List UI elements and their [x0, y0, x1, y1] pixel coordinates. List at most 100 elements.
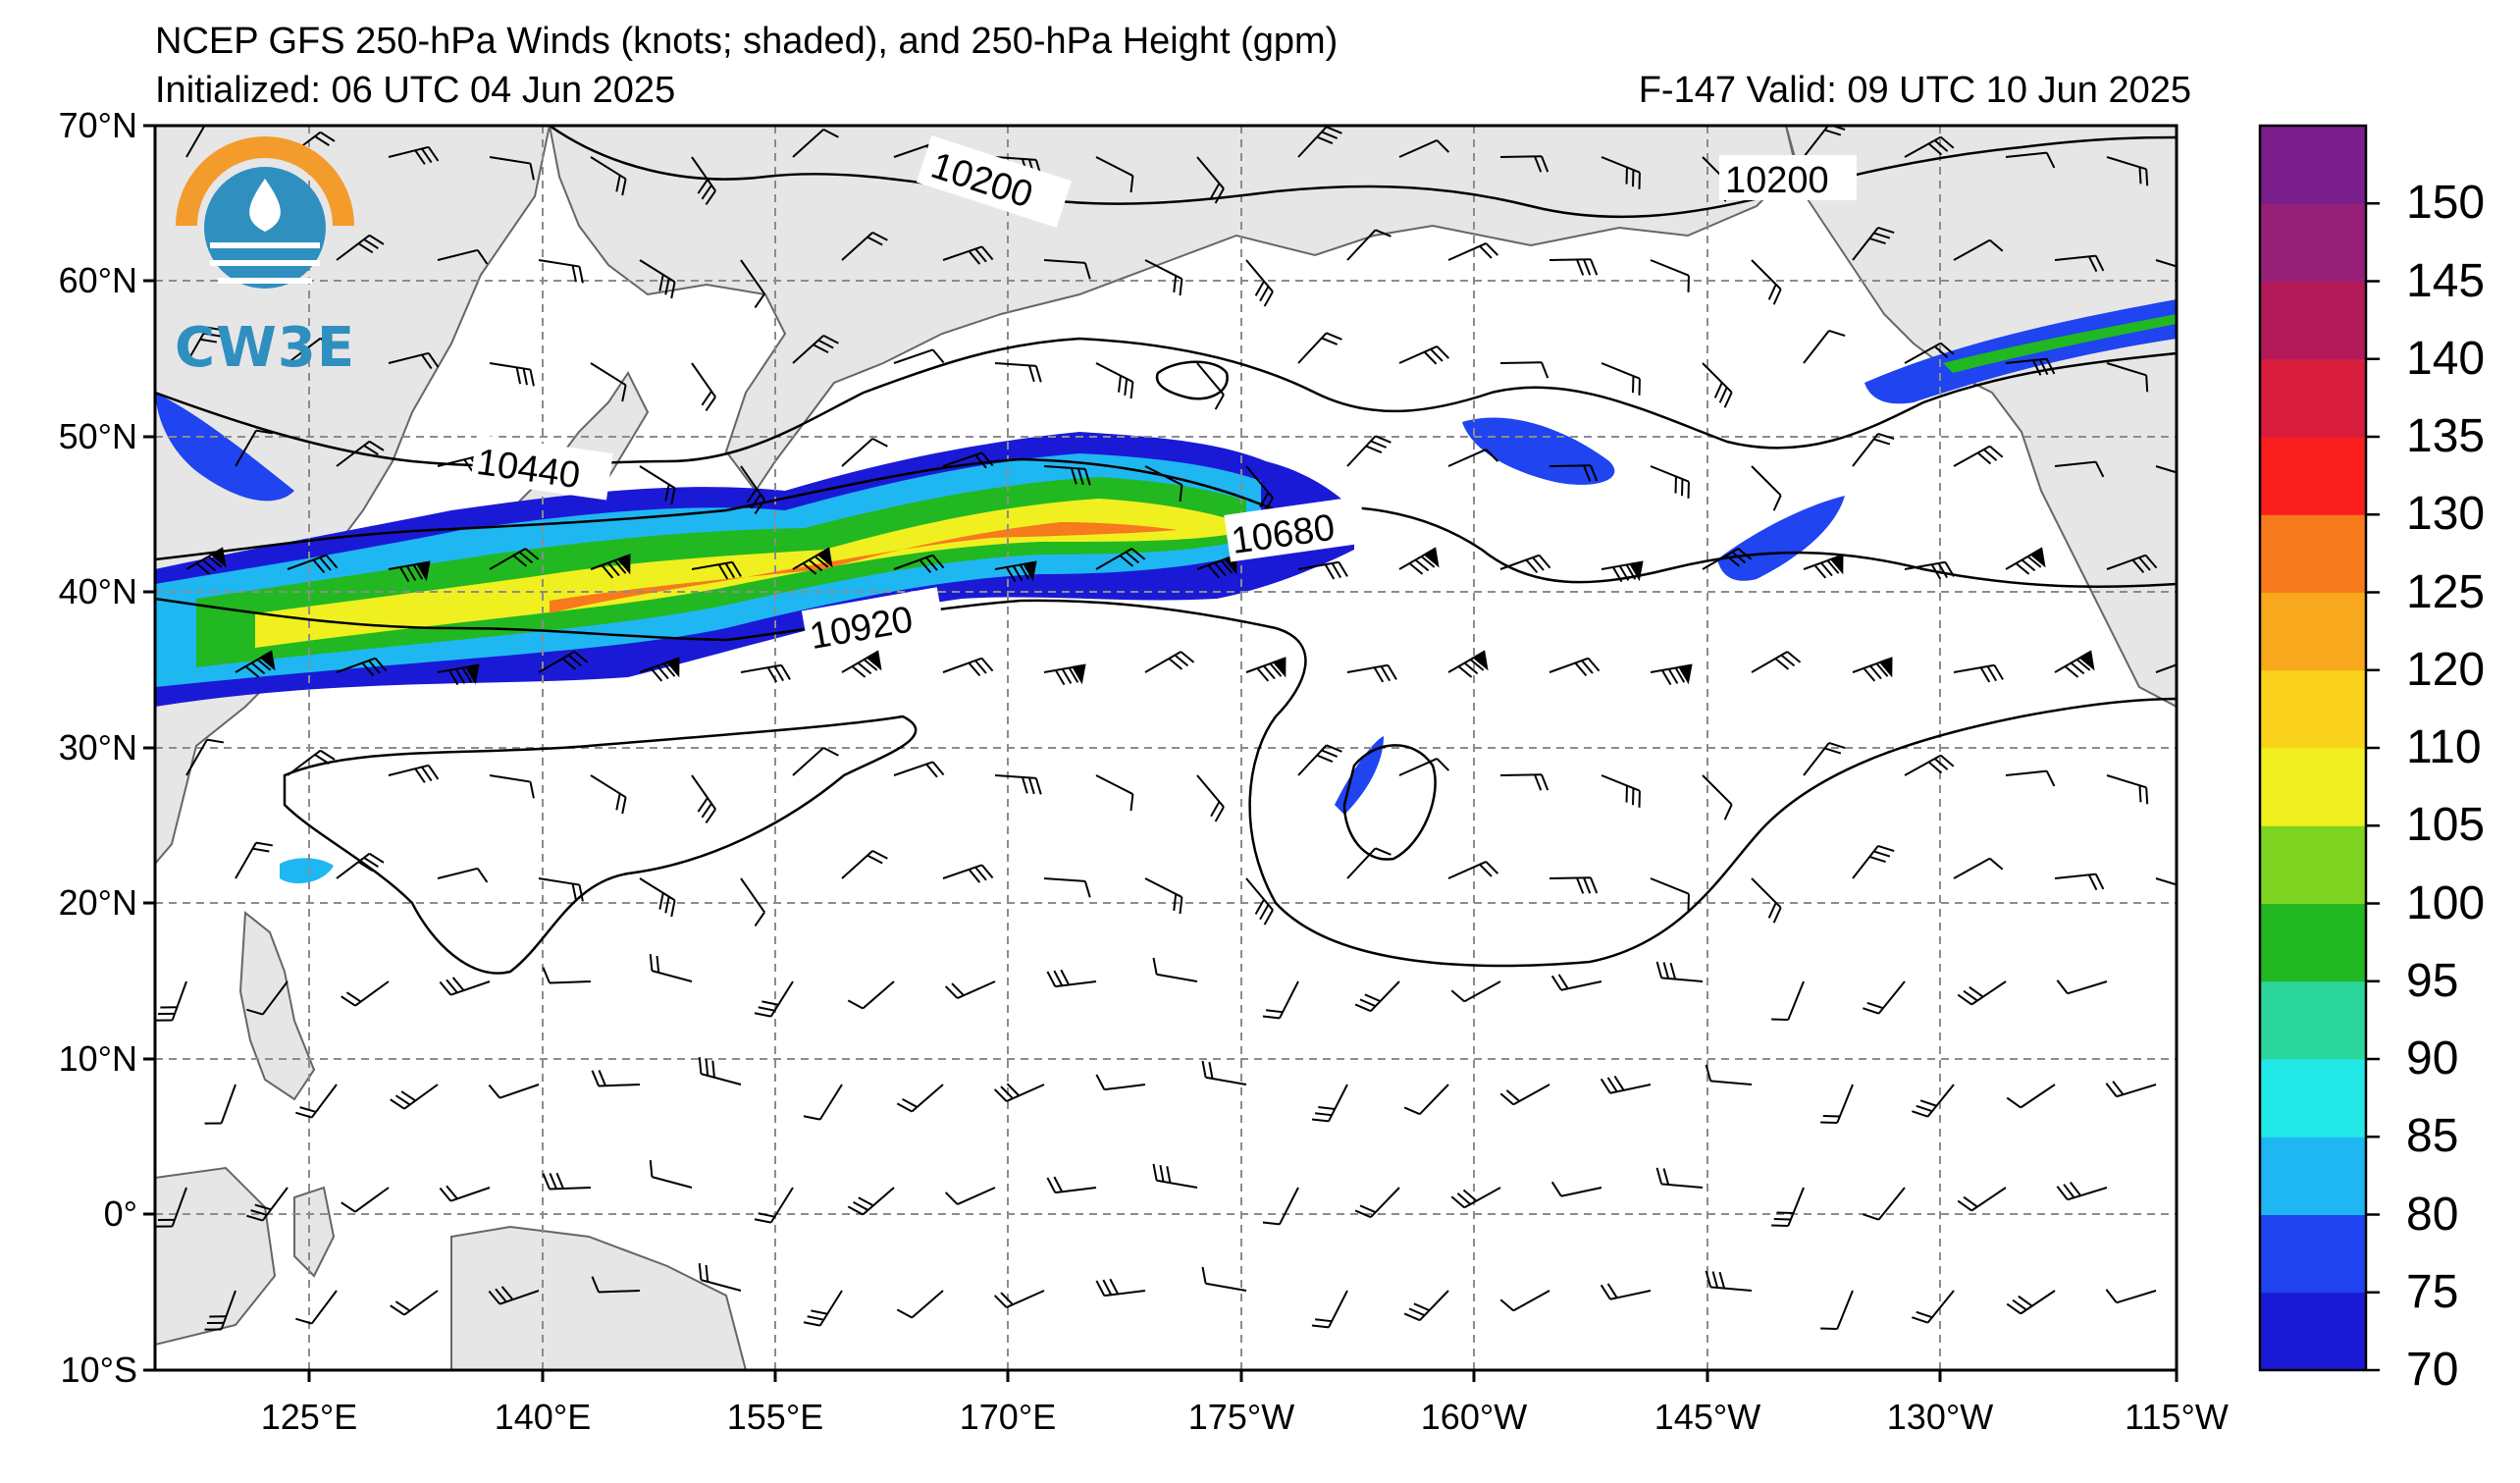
wind-barb [287, 749, 336, 776]
colorbar [2260, 126, 2380, 1372]
wind-barb [993, 1083, 1045, 1102]
wind-barb [388, 351, 440, 370]
colorbar-tick-label: 125 [2406, 565, 2486, 618]
wind-barb [590, 156, 627, 196]
wind-barb [1904, 135, 1955, 158]
wind-barb [803, 1290, 843, 1327]
wind-barb [1152, 957, 1198, 982]
colorbar-tick-label: 135 [2406, 410, 2486, 462]
wind-barb [1751, 259, 1782, 305]
wind-barb [740, 465, 765, 515]
lon-label-160w: 160°W [1420, 1397, 1528, 1437]
lat-label-30n: 30°N [58, 727, 137, 768]
wind-barb [754, 1187, 794, 1224]
valid-time: F-147 Valid: 09 UTC 10 Jun 2025 [1638, 70, 2191, 111]
wind-barb [1601, 774, 1641, 808]
wind-barb [1550, 1181, 1602, 1197]
colorbar-segment [2260, 1214, 2366, 1294]
wind-barb [489, 362, 535, 387]
wind-barb [893, 554, 945, 574]
wind-barb [2005, 151, 2056, 169]
initialized-time: Initialized: 06 UTC 04 Jun 2025 [155, 70, 676, 111]
wind-barb [754, 980, 794, 1018]
wind-barb [1601, 560, 1644, 583]
wind-barb [1912, 1084, 1955, 1118]
wind-barb [1095, 156, 1134, 193]
contour-subtropical-high [283, 715, 918, 975]
wind-barb [1354, 1187, 1400, 1219]
wind-barb [2105, 1081, 2157, 1098]
wind-barb [1354, 980, 1400, 1013]
wind-barb [437, 248, 489, 265]
colorbar-tick-label: 95 [2406, 954, 2459, 1007]
contour-label-bg-10920 [801, 587, 946, 658]
wind-barb [1447, 242, 1499, 261]
wind-barb [1751, 465, 1782, 511]
wind-barb [1245, 657, 1286, 682]
colorbar-tick-label: 70 [2406, 1344, 2459, 1396]
wind-barb [1144, 259, 1183, 296]
wind-barb [1650, 465, 1690, 499]
wind-barb [1095, 1278, 1146, 1298]
jet-blob-mid [1717, 496, 1845, 581]
wind-barb [944, 1187, 996, 1205]
wind-barb [538, 651, 589, 673]
wind-barb [1450, 980, 1501, 1003]
wind-barb [1398, 547, 1440, 575]
wind-barb [1447, 449, 1499, 467]
colorbar-tick-label: 75 [2406, 1265, 2459, 1318]
wind-barb [896, 1084, 944, 1113]
lon-label-130w: 130°W [1886, 1397, 1994, 1437]
lat-label-10n: 10°N [58, 1038, 137, 1079]
wind-barb [1311, 1084, 1348, 1123]
wind-barb [691, 156, 716, 206]
wind-barb [1549, 258, 1599, 276]
lat-label-50n: 50°N [58, 416, 137, 456]
jet-blob-north [1462, 417, 1615, 485]
wind-barb [388, 560, 431, 583]
wind-barb [295, 1290, 338, 1325]
wind-barb [841, 438, 888, 467]
wind-barb [590, 774, 627, 815]
wind-barb [287, 554, 339, 574]
wind-barb [1549, 464, 1599, 482]
wind-barb [2005, 357, 2056, 376]
wind-barb [1245, 259, 1274, 307]
wind-barb [1600, 1075, 1652, 1094]
wind-barb [1702, 548, 1753, 570]
wind-barb [2006, 1084, 2056, 1109]
wind-barb [538, 877, 584, 902]
colorbar-tick-label: 140 [2406, 332, 2486, 385]
colorbar-frame [2258, 124, 2368, 1372]
contour-cutoff-low [1342, 744, 1437, 861]
wind-barb [2054, 650, 2095, 678]
wind-barb [336, 440, 385, 467]
wind-barb [1144, 877, 1183, 915]
wind-barb [591, 1276, 641, 1294]
wind-barb [1403, 1084, 1449, 1116]
jet-band-125 [550, 522, 1178, 613]
wind-barb [1046, 1176, 1097, 1194]
wind-barb [1499, 554, 1551, 574]
colorbar-tick-label: 130 [2406, 488, 2486, 541]
wind-barb [1650, 259, 1690, 292]
wind-barb [2054, 873, 2105, 891]
colorbar-segment [2260, 203, 2366, 282]
wind-barb [847, 980, 895, 1010]
wind-barb [1953, 445, 2004, 467]
wind-barb [1196, 362, 1225, 410]
wind-barb [639, 657, 680, 682]
wind-barb [639, 465, 676, 505]
wind-barb [591, 1070, 641, 1087]
wind-barb [235, 650, 276, 678]
lon-label-155e: 155°E [726, 1397, 824, 1437]
colorbar-tick-label: 145 [2406, 254, 2486, 307]
wind-barb [287, 337, 336, 364]
wind-barb [1549, 876, 1599, 894]
wind-barb [1201, 1060, 1247, 1086]
wind-barb [1912, 1290, 1955, 1324]
wind-barb [2105, 1289, 2157, 1304]
wind-barb [993, 1290, 1045, 1308]
colorbar-segment [2260, 126, 2366, 204]
